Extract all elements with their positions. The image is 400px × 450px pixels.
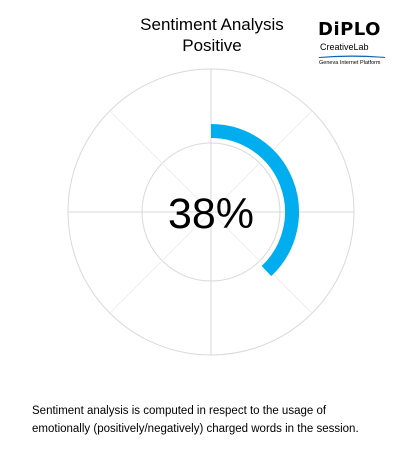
diplo-logo: DiPLO CreativeLab Geneva Internet Platfo… — [318, 20, 388, 72]
title-line-1: Sentiment Analysis — [140, 15, 284, 34]
footer-note: Sentiment analysis is computed in respec… — [32, 402, 392, 438]
footer-line-2: emotionally (positively/negatively) char… — [32, 423, 359, 435]
footer-line-1: Sentiment analysis is computed in respec… — [32, 405, 327, 417]
logo-tagline: Geneva Internet Platform — [319, 60, 381, 66]
gauge-value-arc — [210, 124, 299, 277]
sentiment-percentage: 38% — [167, 190, 255, 238]
logo-subtitle: CreativeLab — [320, 42, 369, 52]
logo-swoosh — [319, 55, 385, 58]
gauge-grid — [67, 68, 355, 356]
gauge-axis-diagonal-2 — [109, 110, 313, 314]
logo-wordmark: DiPLO — [318, 19, 381, 40]
title-line-2: Positive — [182, 36, 242, 55]
